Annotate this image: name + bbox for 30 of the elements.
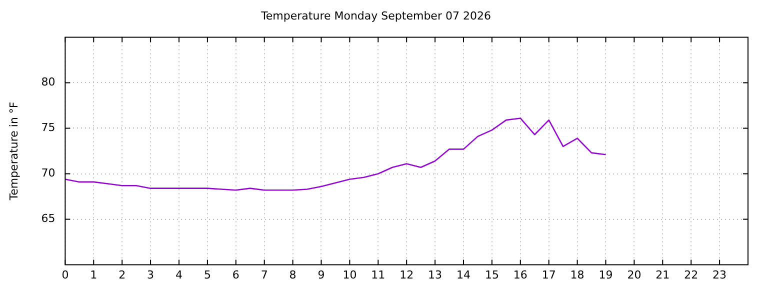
- x-tick-label: 22: [684, 268, 698, 282]
- x-tick-label: 10: [342, 268, 357, 282]
- x-tick-label: 3: [147, 268, 154, 282]
- y-tick-label: 65: [41, 212, 56, 226]
- x-tick-label: 1: [90, 268, 98, 282]
- y-tick-label: 70: [41, 166, 56, 180]
- x-tick-label: 16: [513, 268, 528, 282]
- chart-title: Temperature Monday September 07 2026: [260, 9, 491, 22]
- x-tick-label: 9: [318, 268, 325, 282]
- x-tick-label: 23: [712, 268, 727, 282]
- x-tick-label: 21: [656, 268, 670, 282]
- x-tick-label: 17: [542, 268, 556, 282]
- x-tick-label: 6: [232, 268, 240, 282]
- x-tick-label: 13: [428, 268, 442, 282]
- x-tick-label: 18: [570, 268, 584, 282]
- x-tick-label: 20: [627, 268, 642, 282]
- x-tick-label: 11: [371, 268, 386, 282]
- x-tick-label: 19: [598, 268, 613, 282]
- y-tick-label: 80: [41, 76, 56, 89]
- x-tick-label: 2: [118, 268, 126, 282]
- x-tick-label: 7: [260, 268, 268, 282]
- y-axis-title: Temperature in °F: [7, 102, 20, 202]
- x-tick-label: 14: [456, 268, 470, 282]
- y-tick-label: 75: [41, 121, 56, 134]
- x-tick-label: 8: [289, 268, 296, 282]
- x-tick-label: 5: [204, 268, 211, 282]
- x-tick-label: 0: [62, 268, 69, 282]
- x-tick-label: 4: [176, 268, 182, 282]
- x-tick-label: 15: [484, 268, 499, 282]
- x-tick-label: 12: [400, 268, 414, 282]
